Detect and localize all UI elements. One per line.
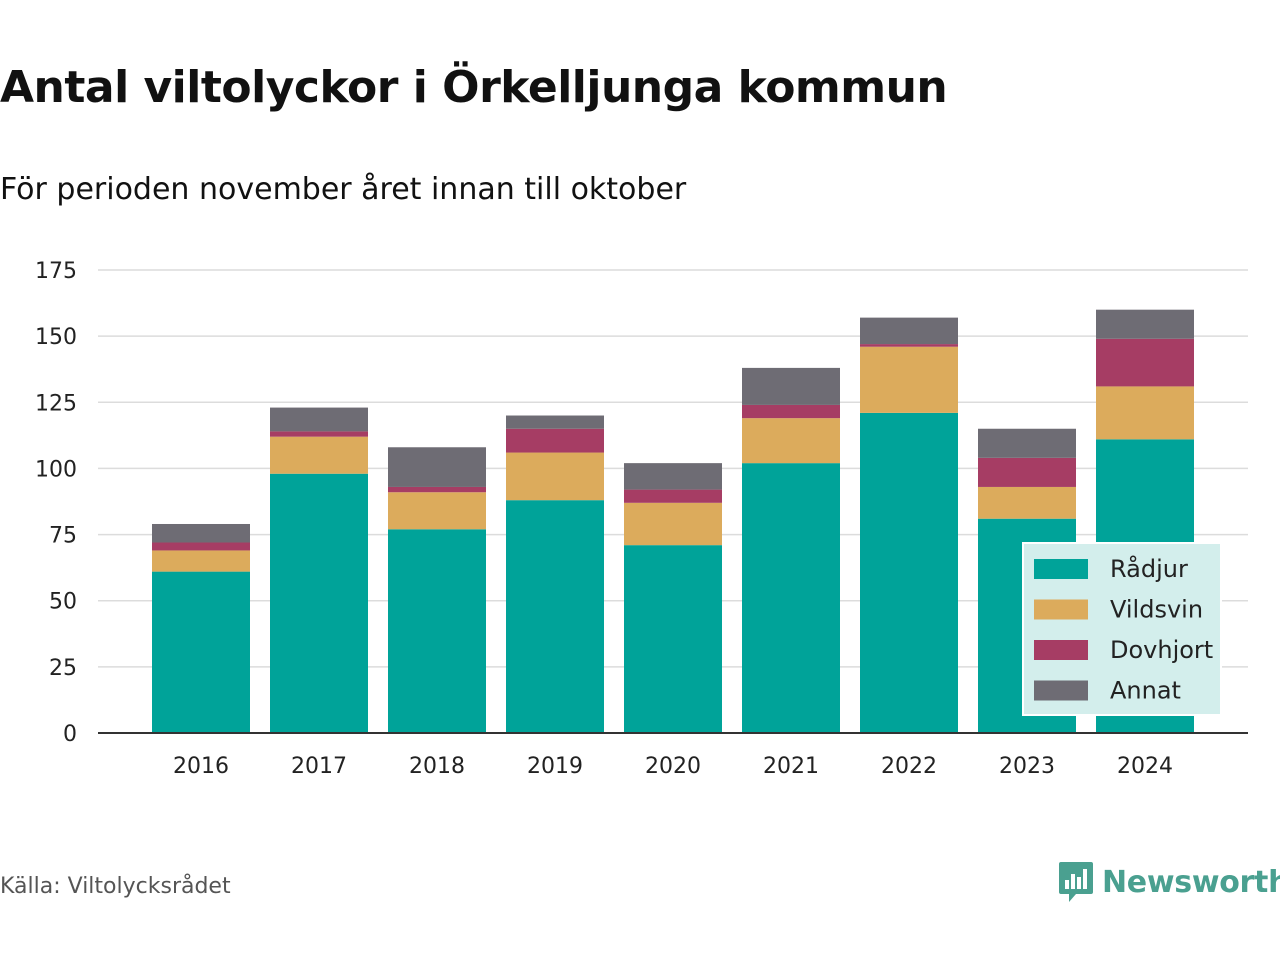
bar-segment — [152, 542, 250, 551]
bar-segment — [624, 463, 722, 490]
brand[interactable]: Newsworthy — [1058, 860, 1280, 904]
y-axis-ticks: 0 25 50 75 100 125 150 175 — [35, 259, 77, 747]
x-tick-label: 2018 — [409, 754, 465, 779]
legend-label: Dovhjort — [1110, 636, 1213, 664]
bar-segment — [506, 415, 604, 429]
y-tick-label: 175 — [35, 259, 77, 284]
x-tick-label: 2023 — [999, 754, 1055, 779]
x-tick-label: 2019 — [527, 754, 583, 779]
x-tick-label: 2022 — [881, 754, 937, 779]
y-tick-label: 100 — [35, 457, 77, 482]
y-tick-label: 0 — [63, 722, 77, 747]
legend-swatch — [1034, 599, 1088, 620]
bar-segment — [388, 447, 486, 487]
bar-chart-speech-bubble-icon — [1059, 862, 1093, 902]
bar-segment — [978, 486, 1076, 519]
legend-swatch — [1034, 559, 1088, 579]
y-tick-label: 125 — [35, 391, 77, 416]
bar-segment — [624, 489, 722, 503]
legend: Rådjur Vildsvin Dovhjort Annat — [1022, 542, 1222, 716]
stacked-bar-chart: 0 25 50 75 100 125 150 175 2016 2017 2018 2019 2020… — [35, 259, 1248, 779]
bar-segment — [270, 431, 368, 437]
y-tick-label: 50 — [49, 590, 77, 615]
y-tick-label: 75 — [49, 524, 77, 549]
bar-segment — [270, 436, 368, 474]
x-tick-label: 2017 — [291, 754, 347, 779]
x-tick-label: 2021 — [763, 754, 819, 779]
bar-segment — [860, 317, 958, 345]
y-tick-label: 25 — [49, 656, 77, 681]
bar-segment — [624, 502, 722, 546]
x-axis-ticks: 2016 2017 2018 2019 2020 2021 2022 2023 2024 — [173, 754, 1173, 779]
brand-name: Newsworthy — [1102, 864, 1280, 900]
bar-segment — [1096, 309, 1194, 339]
bar-segment — [742, 463, 840, 733]
chart-subtitle: För perioden november året innan till ok… — [0, 172, 687, 207]
legend-swatch — [1034, 680, 1088, 701]
x-tick-label: 2016 — [173, 754, 229, 779]
legend-label: Vildsvin — [1110, 596, 1203, 624]
bar-segment — [388, 492, 486, 530]
bar-segment — [388, 486, 486, 493]
bar-segment — [1096, 338, 1194, 387]
bar-segment — [742, 367, 840, 405]
bar-segment — [1096, 386, 1194, 440]
legend-label: Annat — [1110, 677, 1181, 705]
bar-segment — [742, 418, 840, 464]
legend-label: Rådjur — [1110, 554, 1188, 583]
bar-segment — [860, 412, 958, 733]
bar-segment — [860, 346, 958, 413]
bar-segment — [152, 550, 250, 572]
bar-segment — [978, 457, 1076, 487]
legend-swatch — [1034, 640, 1088, 660]
bar-segment — [152, 523, 250, 543]
bar-segment — [860, 344, 958, 347]
bar-segment — [388, 529, 486, 733]
bar-segment — [270, 473, 368, 733]
chart-title: Antal viltolyckor i Örkelljunga kommun — [0, 62, 948, 113]
bar-segment — [742, 404, 840, 419]
bar-segment — [506, 500, 604, 733]
y-tick-label: 150 — [35, 325, 77, 350]
bar-segment — [506, 428, 604, 453]
bar-segment — [624, 545, 722, 733]
x-tick-label: 2020 — [645, 754, 701, 779]
bar-segment — [506, 452, 604, 501]
x-tick-label: 2024 — [1117, 754, 1173, 779]
bar-segment — [978, 428, 1076, 458]
source-note: Källa: Viltolycksrådet — [0, 874, 231, 899]
bar-segment — [270, 407, 368, 432]
bar-segment — [152, 571, 250, 733]
